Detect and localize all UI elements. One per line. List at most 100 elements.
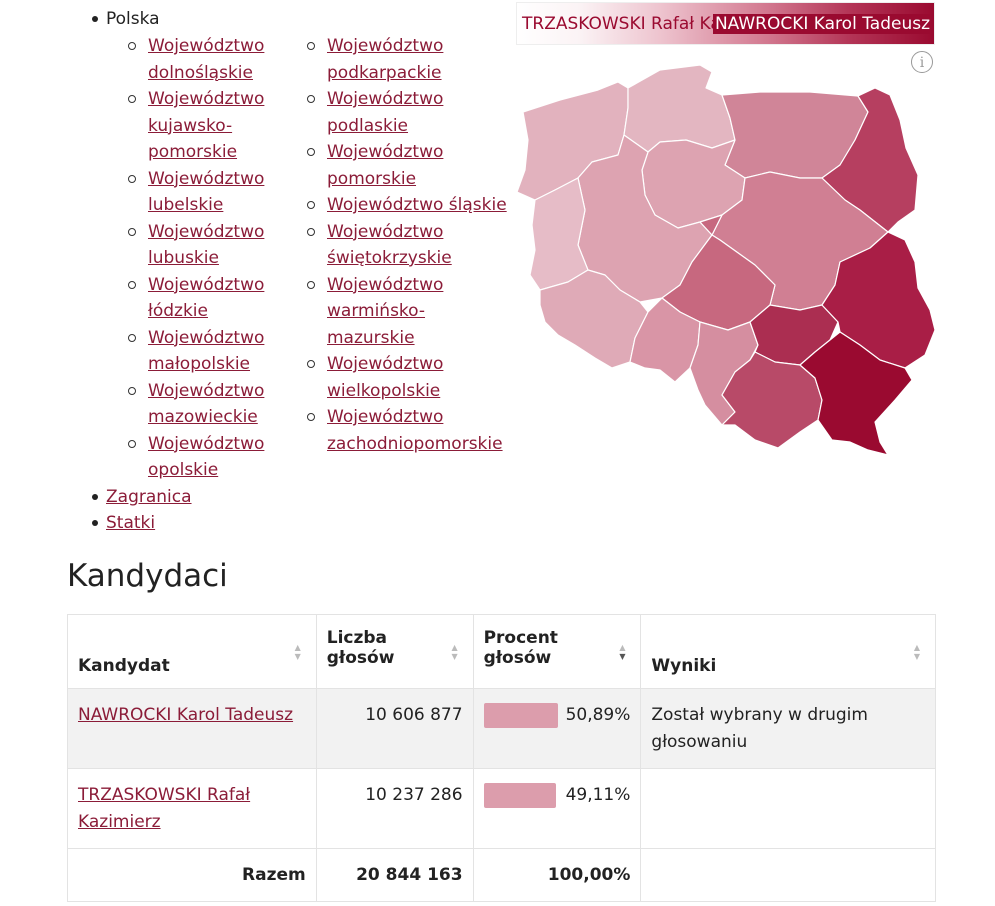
voivodeship-link[interactable]: Województwo dolnośląskie: [148, 36, 265, 83]
percent-cell: 50,89%: [472, 688, 642, 769]
votes-cell: 10 237 286: [315, 768, 474, 849]
nav-link-zagranica[interactable]: Zagranica: [106, 487, 192, 507]
column-header-label: Liczba: [326, 628, 388, 648]
voivodeship-link[interactable]: Województwo opolskie: [148, 433, 265, 481]
percent-cell: 49,11%: [472, 768, 642, 849]
circle-bullet: [307, 280, 315, 289]
sort-icon[interactable]: ▲ ▼: [913, 643, 921, 661]
table-row: NAWROCKI Karol Tadeusz 10 606 877 50,89%…: [67, 688, 936, 769]
voivodeship-list-item[interactable]: Województwo lubelskie: [128, 166, 288, 219]
votes-cell: 10 606 877: [315, 688, 474, 769]
circle-bullet: [307, 360, 315, 368]
voivodeship-link[interactable]: Województwo podlaskie: [327, 89, 444, 136]
voivodeship-link[interactable]: Województwo śląskie: [327, 195, 507, 215]
circle-bullet: [128, 174, 136, 183]
circle-bullet: [128, 280, 136, 289]
region-pomorskie[interactable]: [623, 64, 736, 153]
region-podlaskie[interactable]: [821, 87, 919, 233]
nav-link-statki[interactable]: Statki: [106, 513, 156, 533]
voivodeship-list-item[interactable]: Województwo małopolskie: [128, 325, 288, 378]
column-header-label: Procent: [483, 628, 558, 648]
voivodeship-list-item[interactable]: Województwo warmińsko-mazurskie: [307, 272, 507, 352]
voivodeship-list-item[interactable]: Województwo łódzkie: [128, 272, 288, 325]
column-header-results[interactable]: Wyniki ▲ ▼: [640, 614, 936, 689]
sort-desc-icon[interactable]: ▲ ▼: [619, 643, 626, 661]
candidates-table: Kandydat ▲ ▼ Liczba głosów ▲ ▼ Procent gło…: [67, 614, 936, 902]
voivodeship-list-item[interactable]: Województwo mazowieckie: [128, 378, 288, 431]
circle-bullet: [307, 42, 315, 50]
voivodeship-list-item[interactable]: Województwo zachodniopomorskie: [307, 404, 507, 457]
bullet: [92, 16, 98, 22]
total-votes: 20 844 163: [315, 848, 474, 902]
sort-icon[interactable]: ▲ ▼: [451, 643, 458, 661]
info-icon[interactable]: i: [911, 51, 933, 73]
region-opolskie[interactable]: [629, 297, 701, 383]
percent-bar: [483, 783, 556, 808]
voivodeship-list-item[interactable]: Województwo pomorskie: [307, 139, 507, 192]
column-header-votes[interactable]: Liczba głosów ▲ ▼: [315, 614, 474, 689]
total-percent: 100,00%: [472, 848, 642, 902]
table-row: TRZASKOWSKI Rafał Kazimierz 10 237 286 4…: [67, 768, 936, 849]
voivodeship-link[interactable]: Województwo małopolskie: [148, 327, 265, 375]
voivodeship-list-item[interactable]: Województwo opolskie: [128, 431, 288, 484]
voivodeship-link[interactable]: Województwo zachodniopomorskie: [327, 407, 503, 454]
voivodeship-list-item[interactable]: Województwo podlaskie: [307, 86, 507, 139]
circle-bullet: [307, 95, 315, 103]
section-title-candidates: Kandydaci: [67, 558, 228, 594]
bullet: [92, 520, 98, 526]
voivodeship-link[interactable]: Województwo łódzkie: [148, 274, 265, 322]
voivodeship-list-item[interactable]: Województwo podkarpackie: [307, 33, 507, 86]
circle-bullet: [307, 413, 315, 421]
voivodeship-link[interactable]: Województwo pomorskie: [327, 142, 444, 189]
circle-bullet: [307, 201, 315, 209]
percent-bar: [483, 703, 559, 728]
region-podkarpackie[interactable]: [799, 331, 913, 456]
result-cell: Został wybrany w drugim głosowaniu: [640, 688, 936, 769]
result-cell: [640, 768, 936, 849]
circle-bullet: [128, 95, 136, 103]
bullet: [92, 494, 98, 500]
voivodeship-list-item[interactable]: Województwo kujawsko-pomorskie: [128, 86, 288, 166]
voivodeship-list-right: Województwo podkarpackie Województwo podl…: [307, 33, 507, 457]
sort-icon[interactable]: ▲ ▼: [294, 643, 301, 661]
voivodeship-link[interactable]: Województwo podkarpackie: [327, 36, 444, 83]
voivodeship-list-left: Województwo dolnośląskie Województwo kuja…: [128, 33, 288, 484]
candidate-link[interactable]: TRZASKOWSKI Rafał Kazimierz: [78, 785, 251, 832]
candidate-link[interactable]: NAWROCKI Karol Tadeusz: [78, 705, 294, 725]
percent-value: 50,89%: [565, 705, 631, 725]
voivodeship-link[interactable]: Województwo lubelskie: [148, 168, 265, 216]
column-header-label: głosów: [483, 648, 552, 668]
total-empty-cell: [640, 848, 936, 902]
circle-bullet: [128, 42, 136, 50]
voivodeship-link[interactable]: Województwo kujawsko-pomorskie: [148, 89, 265, 162]
map-color-legend: TRZASKOWSKI Rafał Kazi NAWROCKI Karol Ta…: [516, 2, 935, 45]
circle-bullet: [128, 227, 136, 236]
candidate-cell: TRZASKOWSKI Rafał Kazimierz: [67, 768, 317, 849]
voivodeship-link[interactable]: Województwo wielkopolskie: [327, 354, 444, 401]
voivodeship-list-item[interactable]: Województwo lubuskie: [128, 219, 288, 272]
candidate-cell: NAWROCKI Karol Tadeusz: [67, 688, 317, 769]
voivodeship-list-item[interactable]: Województwo śląskie: [307, 192, 507, 219]
circle-bullet: [307, 227, 315, 236]
nav-label-polska: Polska: [106, 9, 160, 29]
voivodeship-link[interactable]: Województwo warmińsko-mazurskie: [327, 274, 444, 348]
table-total-row: Razem 20 844 163 100,00%: [67, 848, 936, 902]
voivodeship-link[interactable]: Województwo lubuskie: [148, 221, 265, 269]
legend-label-trzaskowski: TRZASKOWSKI Rafał Kazi: [522, 14, 735, 34]
column-header-label: głosów: [326, 648, 395, 668]
region-malopolskie[interactable]: [721, 351, 823, 449]
circle-bullet: [128, 386, 136, 395]
legend-label-nawrocki: NAWROCKI Karol Tadeusz: [712, 14, 930, 34]
voivodeship-link[interactable]: Województwo świętokrzyskie: [327, 221, 452, 269]
voivodeship-link[interactable]: Województwo mazowieckie: [148, 380, 265, 428]
column-header-label: Wyniki: [651, 656, 717, 676]
column-header-candidate[interactable]: Kandydat ▲ ▼: [67, 614, 317, 689]
circle-bullet: [128, 439, 136, 448]
voivodeship-list-item[interactable]: Województwo dolnośląskie: [128, 33, 288, 86]
column-header-percent[interactable]: Procent głosów ▲ ▼: [472, 614, 642, 689]
poland-map: [516, 64, 936, 456]
voivodeship-list-item[interactable]: Województwo świętokrzyskie: [307, 219, 507, 272]
circle-bullet: [128, 333, 136, 342]
table-header-row: Kandydat ▲ ▼ Liczba głosów ▲ ▼ Procent gło…: [67, 614, 936, 689]
voivodeship-list-item[interactable]: Województwo wielkopolskie: [307, 351, 507, 404]
